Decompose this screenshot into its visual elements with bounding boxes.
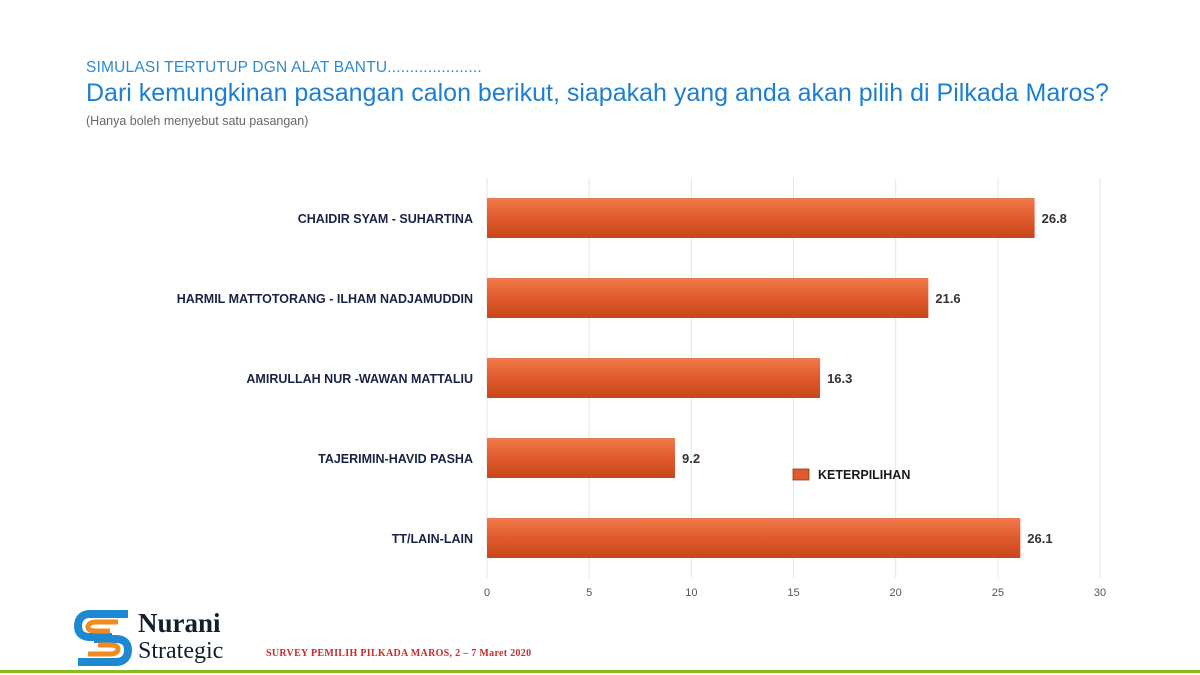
slide-note: (Hanya boleh menyebut satu pasangan) bbox=[86, 114, 309, 128]
footer: Nurani Strategic SURVEY PEMILIH PILKADA … bbox=[74, 606, 674, 668]
bar bbox=[487, 438, 675, 478]
x-tick-label: 25 bbox=[992, 587, 1004, 599]
value-label: 21.6 bbox=[935, 291, 960, 306]
legend-swatch bbox=[792, 468, 810, 481]
survey-note: SURVEY PEMILIH PILKADA MAROS, 2 – 7 Mare… bbox=[266, 648, 532, 659]
logo-mark-icon bbox=[74, 610, 132, 666]
category-label: HARMIL MATTOTORANG - ILHAM NADJAMUDDIN bbox=[177, 292, 473, 306]
bar bbox=[487, 518, 1021, 558]
value-label: 9.2 bbox=[682, 451, 700, 466]
legend-label: KETERPILIHAN bbox=[818, 468, 910, 482]
slide-header: SIMULASI TERTUTUP DGN ALAT BANTU........… bbox=[86, 58, 1146, 129]
chart-legend: KETERPILIHAN bbox=[792, 468, 910, 482]
brand-name: Nurani bbox=[138, 608, 221, 638]
x-tick-label: 5 bbox=[586, 587, 592, 599]
value-label: 16.3 bbox=[827, 371, 852, 386]
category-label: TT/LAIN-LAIN bbox=[392, 532, 473, 546]
bar bbox=[487, 278, 929, 318]
bar bbox=[487, 358, 821, 398]
chart-labels: 0 5 10 15 20 25 30 CHAIDIR SYAM - SUHARTINA 26.8… bbox=[177, 211, 1106, 599]
chart-bars bbox=[487, 198, 1035, 558]
slide-overline: SIMULASI TERTUTUP DGN ALAT BANTU........… bbox=[86, 59, 482, 76]
bottom-rule bbox=[0, 670, 1200, 673]
category-label: TAJERIMIN-HAVID PASHA bbox=[318, 452, 473, 466]
category-label: CHAIDIR SYAM - SUHARTINA bbox=[298, 212, 473, 226]
x-tick-label: 15 bbox=[787, 587, 799, 599]
slide-headline: Dari kemungkinan pasangan calon berikut,… bbox=[86, 79, 1109, 107]
value-label: 26.8 bbox=[1042, 211, 1067, 226]
x-tick-label: 20 bbox=[890, 587, 902, 599]
category-label: AMIRULLAH NUR -WAWAN MATTALIU bbox=[246, 372, 473, 386]
x-tick-label: 30 bbox=[1094, 587, 1106, 599]
bar bbox=[487, 198, 1035, 238]
brand-subtitle: Strategic bbox=[138, 638, 224, 664]
x-tick-label: 0 bbox=[484, 587, 490, 599]
x-tick-label: 10 bbox=[685, 587, 697, 599]
value-label: 26.1 bbox=[1027, 531, 1052, 546]
